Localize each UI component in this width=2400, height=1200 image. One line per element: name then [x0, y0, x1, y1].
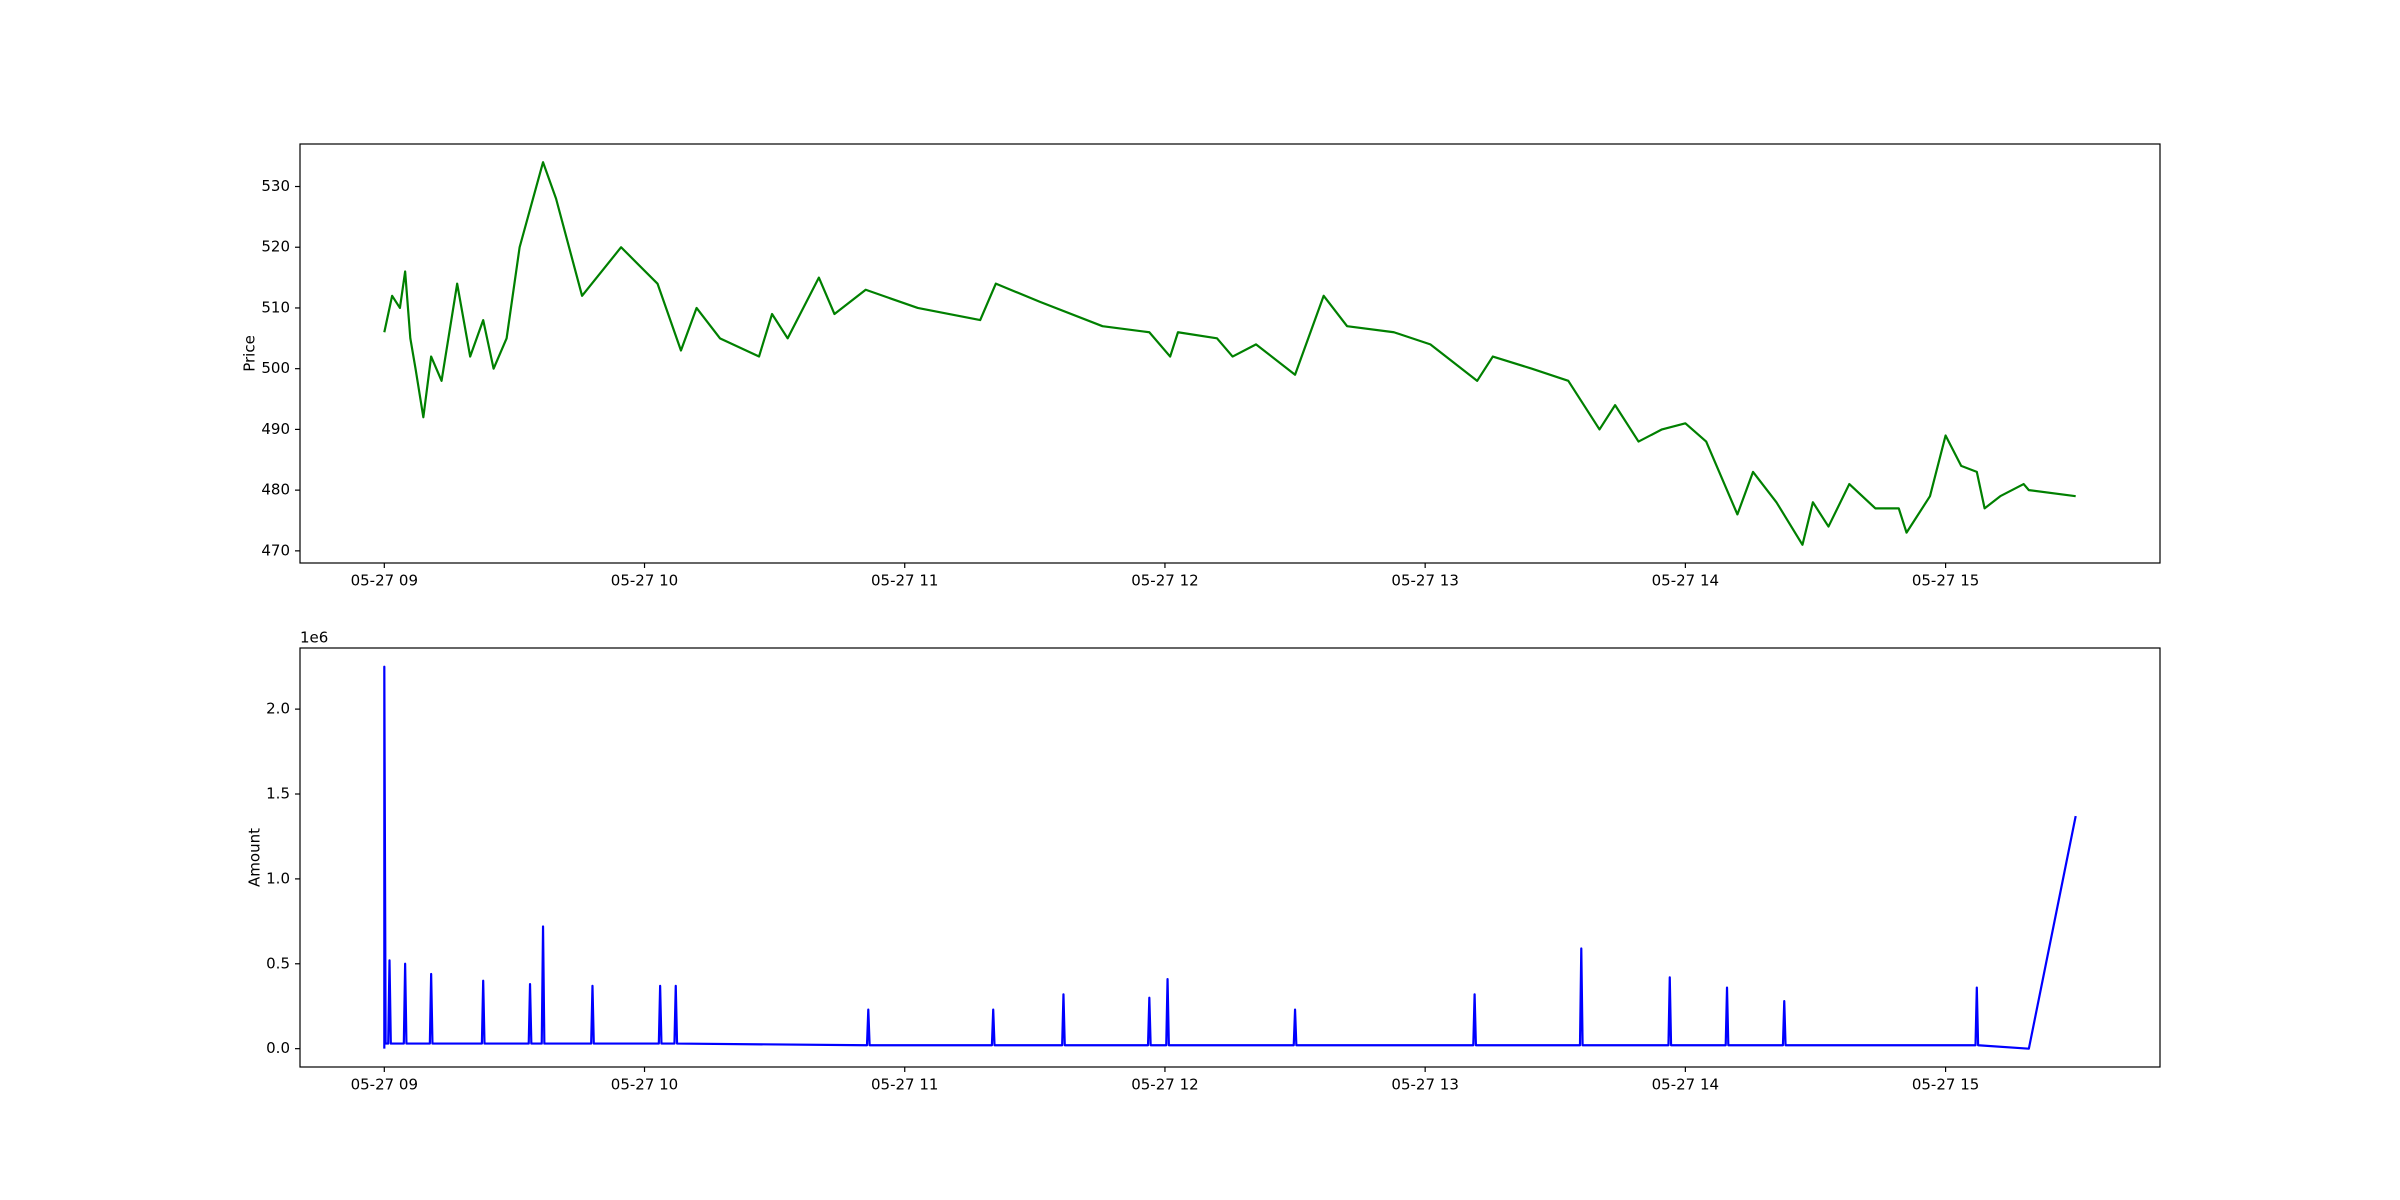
y-axis-label: Amount [246, 828, 264, 887]
y-tick-label: 490 [261, 420, 290, 438]
y-axis-label: Price [241, 335, 259, 372]
x-tick-label: 05-27 15 [1912, 572, 1979, 590]
data-line [383, 161, 2076, 546]
y-tick-label: 0.5 [266, 954, 290, 972]
x-tick-label: 05-27 13 [1391, 1076, 1458, 1094]
y-tick-label: 500 [261, 359, 290, 377]
y-tick-label: 470 [261, 541, 290, 559]
y-tick-label: 480 [261, 481, 290, 499]
x-tick-label: 05-27 10 [611, 572, 678, 590]
y-tick-label: 510 [261, 298, 290, 316]
x-tick-label: 05-27 11 [871, 1076, 938, 1094]
x-tick-label: 05-27 12 [1131, 1076, 1198, 1094]
x-tick-label: 05-27 14 [1652, 572, 1719, 590]
x-tick-label: 05-27 09 [351, 572, 418, 590]
x-tick-label: 05-27 11 [871, 572, 938, 590]
axes-frame [299, 143, 2161, 564]
x-tick-label: 05-27 10 [611, 1076, 678, 1094]
y-tick-label: 1.0 [266, 869, 290, 887]
y-tick-label: 2.0 [266, 700, 290, 718]
x-tick-label: 05-27 12 [1131, 572, 1198, 590]
x-tick-label: 05-27 13 [1391, 572, 1458, 590]
y-tick-label: 520 [261, 238, 290, 256]
y-tick-label: 1.5 [266, 785, 290, 803]
y-offset-label: 1e6 [300, 629, 328, 647]
x-tick-label: 05-27 15 [1912, 1076, 1979, 1094]
y-tick-label: 0.0 [266, 1039, 290, 1057]
data-line [383, 665, 2077, 1050]
x-tick-label: 05-27 14 [1652, 1076, 1719, 1094]
x-tick-label: 05-27 09 [351, 1076, 418, 1094]
axes-frame [299, 647, 2161, 1068]
y-tick-label: 530 [261, 177, 290, 195]
